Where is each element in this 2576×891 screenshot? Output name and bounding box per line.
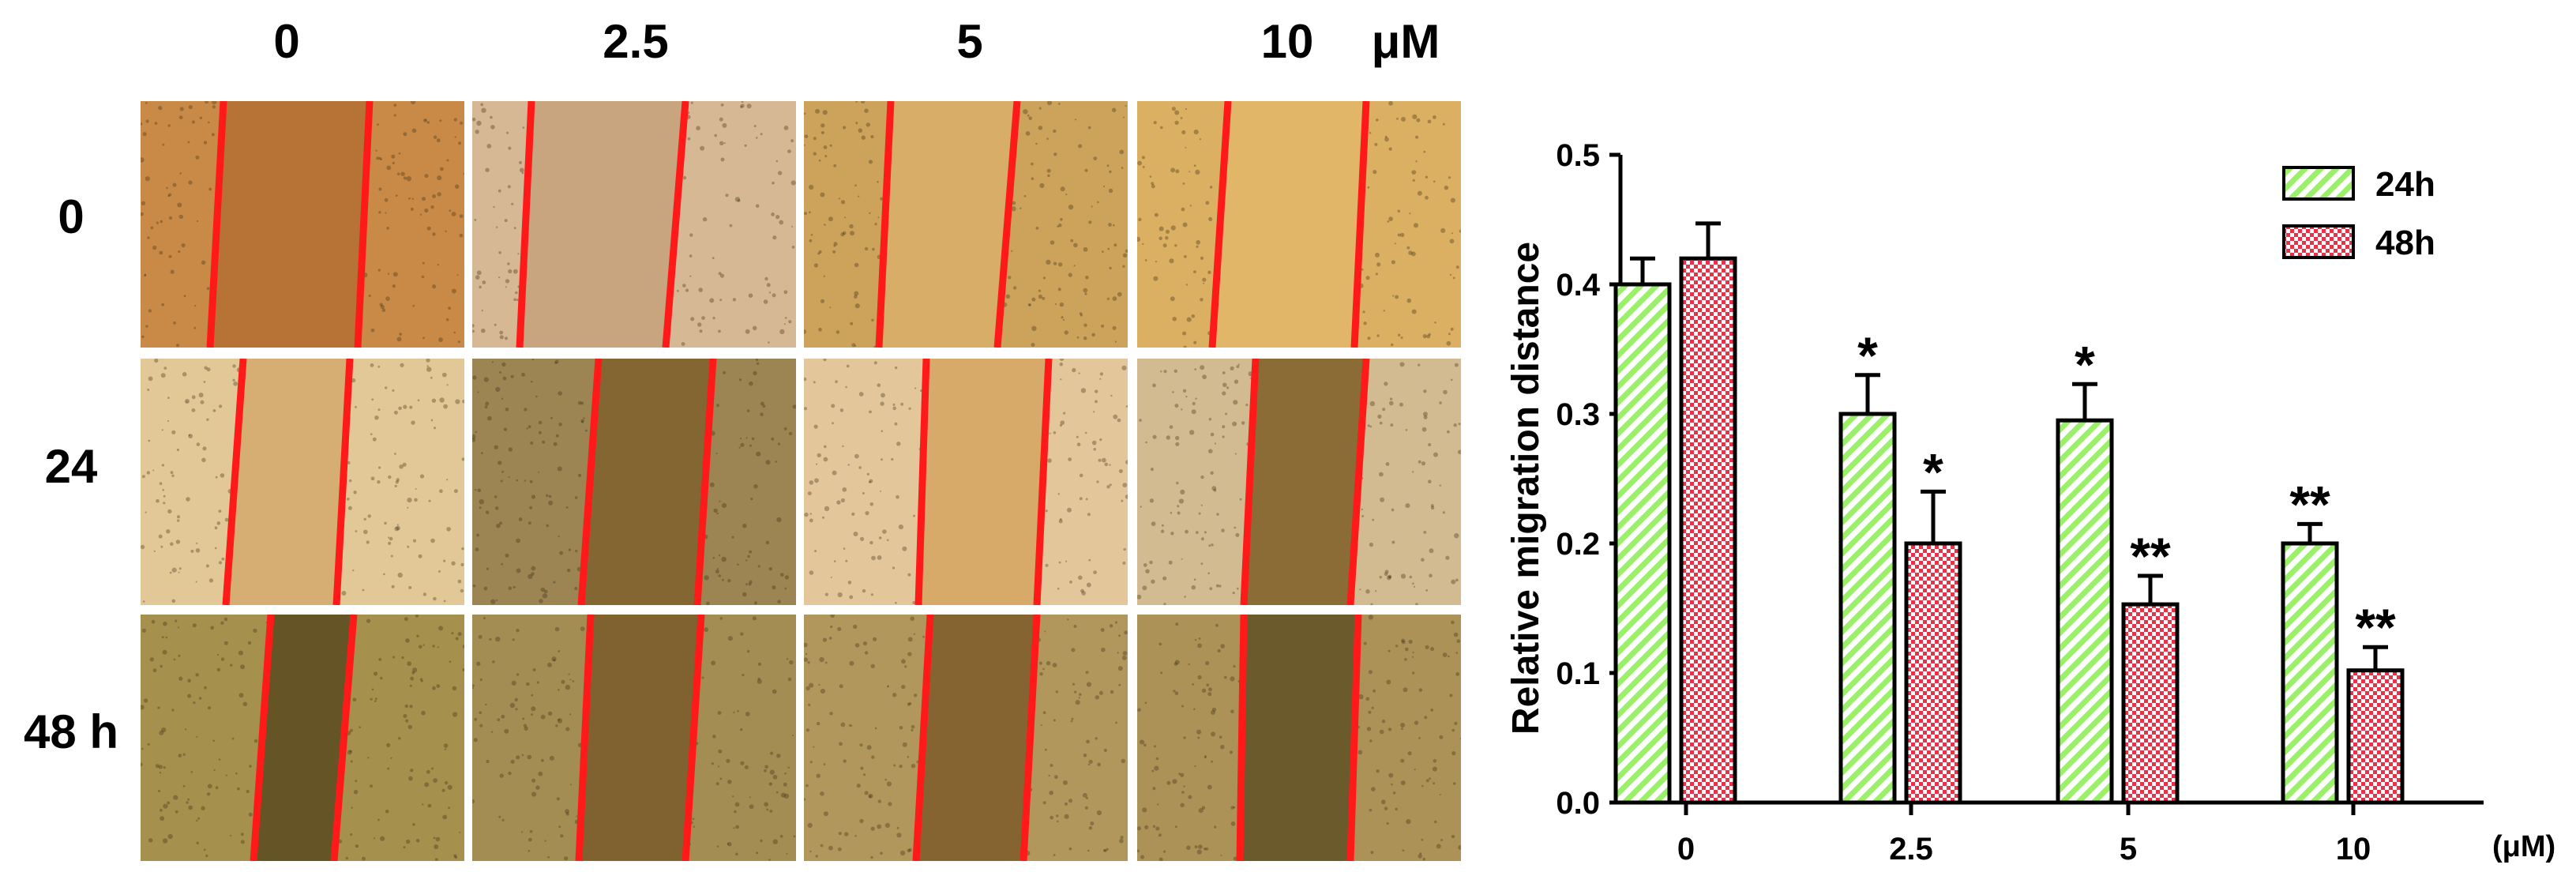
- wound-boundary-line: [875, 101, 895, 348]
- wound-boundary-line: [912, 615, 934, 861]
- micrograph-panel: [804, 615, 1128, 861]
- wound-boundary-line: [914, 359, 930, 605]
- bar-48h: [2346, 668, 2405, 805]
- legend-swatch-48h: [2282, 224, 2355, 259]
- y-tick-label: 0.1: [1556, 656, 1600, 691]
- bar-48h: [2121, 602, 2180, 805]
- significance-marker: **: [2289, 475, 2330, 533]
- bar-24h: [1838, 412, 1897, 805]
- time-label-0: 0: [58, 190, 84, 243]
- x-tick-label: 0: [1677, 832, 1695, 867]
- wound-boundary-line: [332, 359, 354, 605]
- significance-marker: *: [1857, 326, 1878, 385]
- micrograph-panel: [1137, 615, 1461, 861]
- bar-24h: [2056, 418, 2114, 805]
- micrograph-panel: [472, 359, 796, 605]
- wound-boundary-line: [1033, 359, 1053, 605]
- micrograph-panel: [1137, 359, 1461, 605]
- wound-boundary-line: [1346, 615, 1362, 861]
- wound-boundary-line: [250, 615, 275, 861]
- significance-marker: **: [2130, 527, 2171, 585]
- legend-label-48h: 48h: [2375, 224, 2435, 262]
- concentration-unit-label: μM: [1371, 15, 1440, 68]
- x-unit-label: (μM): [2492, 830, 2555, 863]
- micrograph-panel: [804, 101, 1128, 348]
- time-label-24: 24: [44, 440, 98, 493]
- significance-marker: **: [2355, 598, 2396, 656]
- wound-boundary-line: [1350, 101, 1370, 348]
- micrograph-panel: [472, 101, 796, 348]
- x-tick-label: 2.5: [1889, 832, 1933, 867]
- bar-24h: [2281, 541, 2339, 805]
- bar-48h: [1679, 256, 1737, 805]
- concentration-label-5: 5: [956, 15, 983, 68]
- legend-label-24h: 24h: [2375, 165, 2435, 204]
- micrograph-panel: [141, 615, 464, 861]
- significance-marker: *: [2075, 335, 2095, 393]
- micrograph-panel: [141, 101, 464, 348]
- micrograph-panel: [1137, 101, 1461, 348]
- wound-boundary-line: [330, 615, 358, 861]
- wound-boundary-line: [575, 615, 595, 861]
- wound-boundary-line: [577, 359, 603, 605]
- time-label-48h: 48 h: [23, 705, 119, 758]
- concentration-label-0: 0: [273, 15, 300, 68]
- x-tick-label: 10: [2336, 832, 2371, 867]
- wound-boundary-line: [1346, 359, 1370, 605]
- micrograph-panel: [472, 615, 796, 861]
- wound-boundary-line: [222, 359, 247, 605]
- y-tick-label: 0.0: [1556, 786, 1600, 821]
- wound-boundary-line: [1020, 615, 1041, 861]
- y-tick-label: 0.4: [1556, 268, 1600, 303]
- wound-boundary-line: [662, 101, 689, 348]
- migration-bar-chart: 0.0 0.1 0.2 0.3 0.4 0.5 Relative migration dis…: [1505, 138, 2555, 867]
- x-tick-label: 5: [2120, 832, 2137, 867]
- wound-boundary-line: [993, 101, 1021, 348]
- wound-boundary-line: [354, 101, 374, 348]
- y-tick-label: 0.3: [1556, 397, 1600, 432]
- micrograph-panel: [141, 359, 464, 605]
- wound-boundary-line: [693, 359, 717, 605]
- wound-boundary-line: [1208, 101, 1232, 348]
- concentration-label-2-5: 2.5: [603, 15, 669, 68]
- micrograph-panel: [804, 359, 1128, 605]
- wound-boundary-line: [206, 101, 227, 348]
- wound-boundary-line: [682, 615, 705, 861]
- y-tick-label: 0.5: [1556, 138, 1600, 173]
- wound-boundary-line: [1236, 615, 1248, 861]
- bar-24h: [1613, 282, 1672, 805]
- legend-swatch-24h: [2282, 166, 2355, 201]
- bar-48h: [1904, 541, 1962, 805]
- wound-boundary-line: [516, 101, 535, 348]
- wound-boundary-line: [1240, 359, 1260, 605]
- y-axis-label: Relative migration distance: [1505, 242, 1547, 735]
- concentration-label-10: 10: [1260, 15, 1314, 68]
- significance-marker: *: [1923, 442, 1943, 501]
- y-tick-label: 0.2: [1556, 527, 1600, 562]
